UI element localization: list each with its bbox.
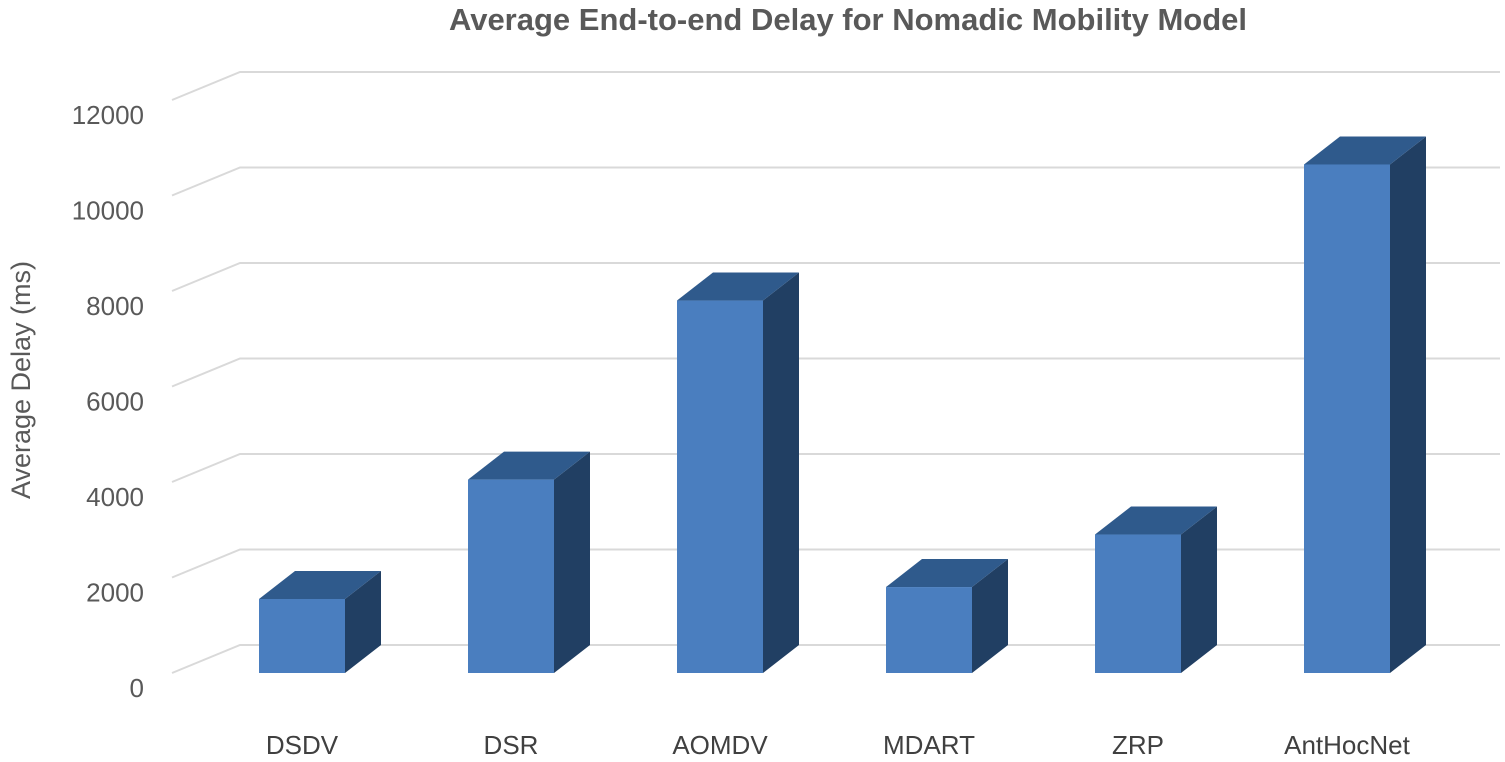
y-tick-label: 12000 xyxy=(72,100,144,130)
bar-front-face xyxy=(259,598,345,673)
bar-side-face xyxy=(763,272,799,673)
bar xyxy=(1095,506,1217,673)
bar xyxy=(886,559,1008,673)
gridline xyxy=(171,262,1500,292)
bar-side-face xyxy=(972,559,1008,673)
x-category-label: AntHocNet xyxy=(1284,730,1410,760)
gridline xyxy=(171,453,1500,483)
bar-side-face xyxy=(345,570,381,673)
x-category-label: DSR xyxy=(484,730,539,760)
x-category-label: DSDV xyxy=(266,730,339,760)
bar-top-face xyxy=(886,559,1008,588)
bar-side-face xyxy=(1181,506,1217,673)
y-axis-title: Average Delay (ms) xyxy=(6,261,36,499)
gridline xyxy=(171,357,1500,388)
x-category-label: ZRP xyxy=(1112,730,1164,760)
bar-side-face xyxy=(554,451,590,673)
y-tick-label: 0 xyxy=(130,673,144,703)
bar-front-face xyxy=(1095,534,1181,673)
bar-top-face xyxy=(677,272,799,301)
y-tick-label: 10000 xyxy=(72,196,144,226)
y-tick-label: 4000 xyxy=(86,482,144,512)
bar xyxy=(259,570,381,673)
x-category-label: AOMDV xyxy=(672,730,768,760)
y-tick-label: 6000 xyxy=(86,387,144,417)
gridline xyxy=(171,644,1500,674)
bar xyxy=(677,272,799,673)
gridlines xyxy=(171,71,1500,674)
bar-top-face xyxy=(259,570,381,599)
y-tick-label: 2000 xyxy=(86,578,144,608)
bar-front-face xyxy=(468,479,554,673)
bar xyxy=(1304,136,1426,673)
bar-side-face xyxy=(1390,136,1426,673)
bar-front-face xyxy=(677,300,763,673)
x-category-label: MDART xyxy=(883,730,975,760)
chart-title: Average End-to-end Delay for Nomadic Mob… xyxy=(449,2,1247,37)
bar-top-face xyxy=(1304,136,1426,165)
bars xyxy=(259,136,1426,673)
gridline xyxy=(171,71,1500,101)
bar-top-face xyxy=(468,451,590,480)
gridline xyxy=(171,166,1500,197)
y-tick-labels: 0 2000 4000 6000 8000 10000 12000 xyxy=(72,100,144,703)
x-category-labels: DSDV DSR AOMDV MDART ZRP AntHocNet xyxy=(266,730,1411,760)
bar-top-face xyxy=(1095,506,1217,535)
bar-front-face xyxy=(886,587,972,673)
bar-front-face xyxy=(1304,164,1390,673)
y-tick-label: 8000 xyxy=(86,291,144,321)
bar xyxy=(468,451,590,673)
gridline xyxy=(171,548,1500,579)
